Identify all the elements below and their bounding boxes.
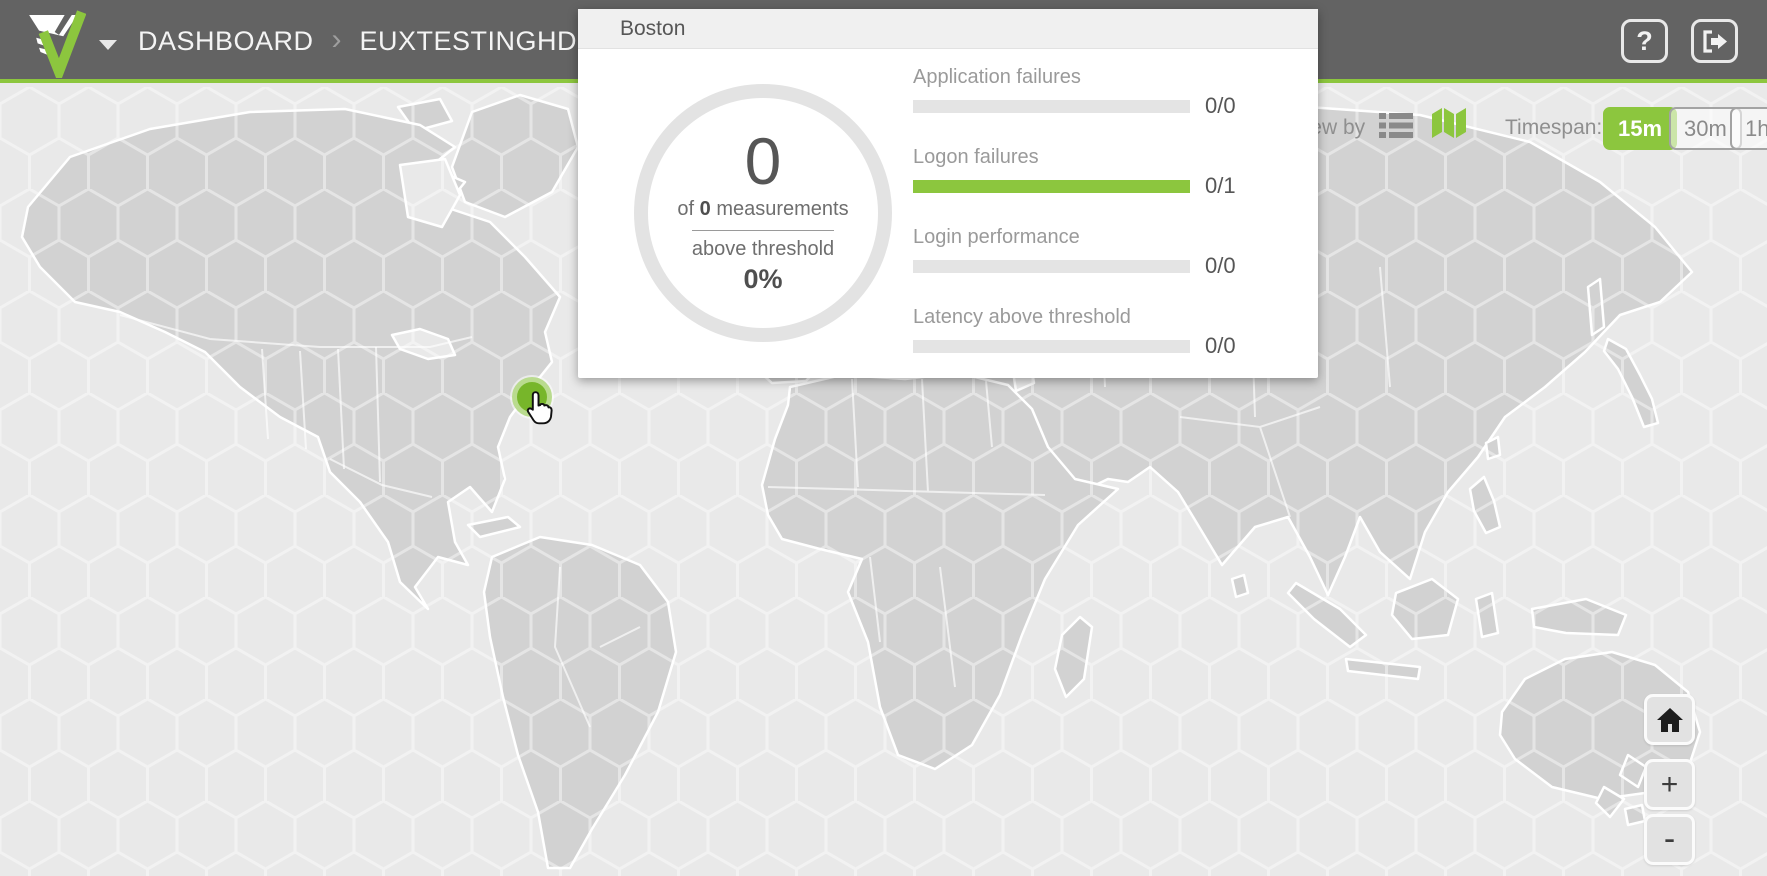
metric-row-logon-failures: Logon failures 0/1 (913, 146, 1293, 197)
gauge-measurements-line: of 0 measurements (677, 198, 848, 221)
metric-bar (913, 259, 1190, 273)
list-view-icon[interactable] (1379, 112, 1413, 139)
gauge-threshold-line: above threshold (691, 237, 835, 260)
breadcrumb-item-euxtestinghdd[interactable]: EUXTESTINGHDD (359, 26, 598, 56)
boston-popup: Boston 0 of 0 measurements above thresho… (578, 9, 1318, 378)
metric-bar (913, 99, 1190, 113)
popup-title: Boston (620, 16, 686, 40)
map-view-icon[interactable] (1432, 107, 1466, 139)
logout-icon (1703, 29, 1727, 53)
metric-bar-fill (913, 179, 1190, 193)
map-zoom-out-button[interactable]: - (1644, 814, 1695, 865)
metric-bar (913, 339, 1190, 353)
map-marker-boston[interactable] (512, 377, 552, 417)
metric-row-latency-above-threshold: Latency above threshold 0/0 (913, 306, 1293, 357)
breadcrumb-item-dashboard[interactable]: DASHBOARD (138, 26, 314, 56)
timespan-label: Timespan: (1505, 116, 1603, 139)
metric-label: Login performance (913, 226, 1080, 248)
question-mark-icon: ? (1636, 25, 1653, 56)
metric-value: 0/0 (1205, 333, 1236, 358)
chevron-down-icon[interactable] (99, 40, 117, 50)
gauge-divider (692, 229, 834, 231)
threshold-gauge: 0 of 0 measurements above threshold 0% (634, 84, 892, 342)
breadcrumb-separator-icon: › (331, 22, 342, 56)
popup-header: Boston (578, 9, 1318, 49)
metric-label: Latency above threshold (913, 306, 1131, 328)
home-icon (1656, 707, 1683, 732)
gauge-of-count: 0 (699, 197, 711, 220)
timespan-1h-button[interactable]: 1h (1730, 107, 1767, 150)
metric-value: 0/0 (1205, 253, 1236, 278)
gauge-value: 0 (744, 123, 782, 198)
timespan-30m-button[interactable]: 30m (1669, 107, 1742, 150)
gauge-of-suffix: measurements (716, 197, 849, 220)
metric-label: Logon failures (913, 146, 1039, 168)
gauge-percent: 0% (743, 263, 783, 294)
plus-icon: + (1660, 767, 1679, 801)
metric-row-login-performance: Login performance 0/0 (913, 226, 1293, 277)
metric-bar (913, 179, 1190, 193)
metrics-list: Application failures 0/0 Logon failures … (913, 66, 1293, 386)
map-zoom-in-button[interactable]: + (1644, 759, 1695, 810)
timespan-15m-button[interactable]: 15m (1603, 107, 1678, 150)
metric-row-application-failures: Application failures 0/0 (913, 66, 1293, 117)
minus-icon: - (1663, 820, 1676, 858)
app-logo-icon[interactable] (22, 6, 86, 78)
metric-value: 0/0 (1205, 93, 1236, 118)
breadcrumb: DASHBOARD › EUXTESTINGHDD › (138, 0, 625, 83)
map-home-button[interactable] (1644, 694, 1695, 745)
logout-button[interactable] (1691, 19, 1738, 63)
metric-label: Application failures (913, 66, 1081, 88)
gauge-of-prefix: of (677, 197, 695, 220)
metric-value: 0/1 (1205, 173, 1236, 198)
help-button[interactable]: ? (1621, 19, 1668, 63)
